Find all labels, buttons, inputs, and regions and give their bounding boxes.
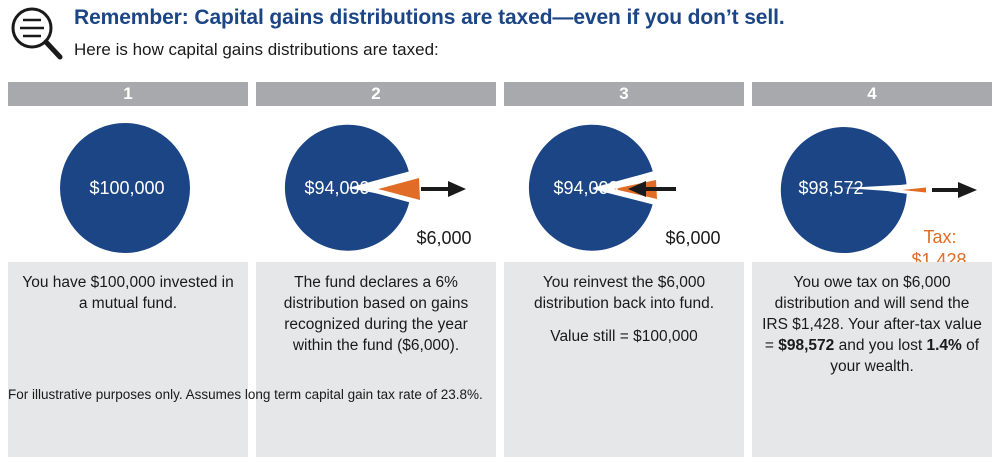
arrow-left-icon <box>628 181 646 197</box>
step-graphic: $94,000 $6,000 <box>504 106 744 262</box>
tax-value: $1,428 <box>911 250 966 262</box>
step-panel-1: 1 $100,000 You have $100,000 invested in… <box>8 82 248 457</box>
pie-chart <box>284 124 410 251</box>
step-panel-2: 2 $94,000 $6,000 The fund declares a 6% … <box>256 82 496 457</box>
step-graphic: $100,000 <box>8 106 248 262</box>
page-title: Remember: Capital gains distributions ar… <box>74 6 785 29</box>
step-graphic: $94,000 $6,000 <box>256 106 496 262</box>
step-number: 1 <box>8 82 248 106</box>
pie-label: $98,572 <box>798 178 863 198</box>
tax-label: Tax: <box>923 227 956 247</box>
step-description: You owe tax on $6,000 distribution and w… <box>752 262 992 457</box>
pie-label: $94,000 <box>304 178 369 198</box>
pie-chart <box>60 123 190 253</box>
step-description: The fund declares a 6% distribution base… <box>256 262 496 457</box>
pie-slice-outline <box>874 184 908 194</box>
arrow-right-icon <box>958 182 977 198</box>
step-number: 4 <box>752 82 992 106</box>
slice-label: $6,000 <box>665 228 720 248</box>
footnote: For illustrative purposes only. Assumes … <box>8 387 483 402</box>
step-description: You reinvest the $6,000 distribution bac… <box>504 262 744 457</box>
pie-label: $100,000 <box>89 178 164 198</box>
pie-chart <box>780 127 907 254</box>
step-graphic: $98,572 Tax: $1,428 <box>752 106 992 262</box>
pie-chart <box>528 124 654 251</box>
after-tax-value: $98,572 <box>778 337 835 354</box>
step-panel-3: 3 $94,000 $6,000 You reinvest the $6,000… <box>504 82 744 457</box>
slice-label: $6,000 <box>416 228 471 248</box>
wealth-lost-percent: 1.4% <box>926 337 962 354</box>
step-number: 2 <box>256 82 496 106</box>
arrow-right-icon <box>448 181 466 197</box>
step-panel-4: 4 $98,572 Tax: $1,428 You owe tax on $6,… <box>752 82 992 457</box>
magnifying-glass-icon <box>11 7 63 60</box>
step-description: You have $100,000 invested in a mutual f… <box>8 262 248 457</box>
pie-label: $94,000 <box>553 178 618 198</box>
pie-slice <box>378 178 420 200</box>
page-subtitle: Here is how capital gains distributions … <box>74 40 439 59</box>
step-number: 3 <box>504 82 744 106</box>
pie-slice <box>902 187 926 193</box>
